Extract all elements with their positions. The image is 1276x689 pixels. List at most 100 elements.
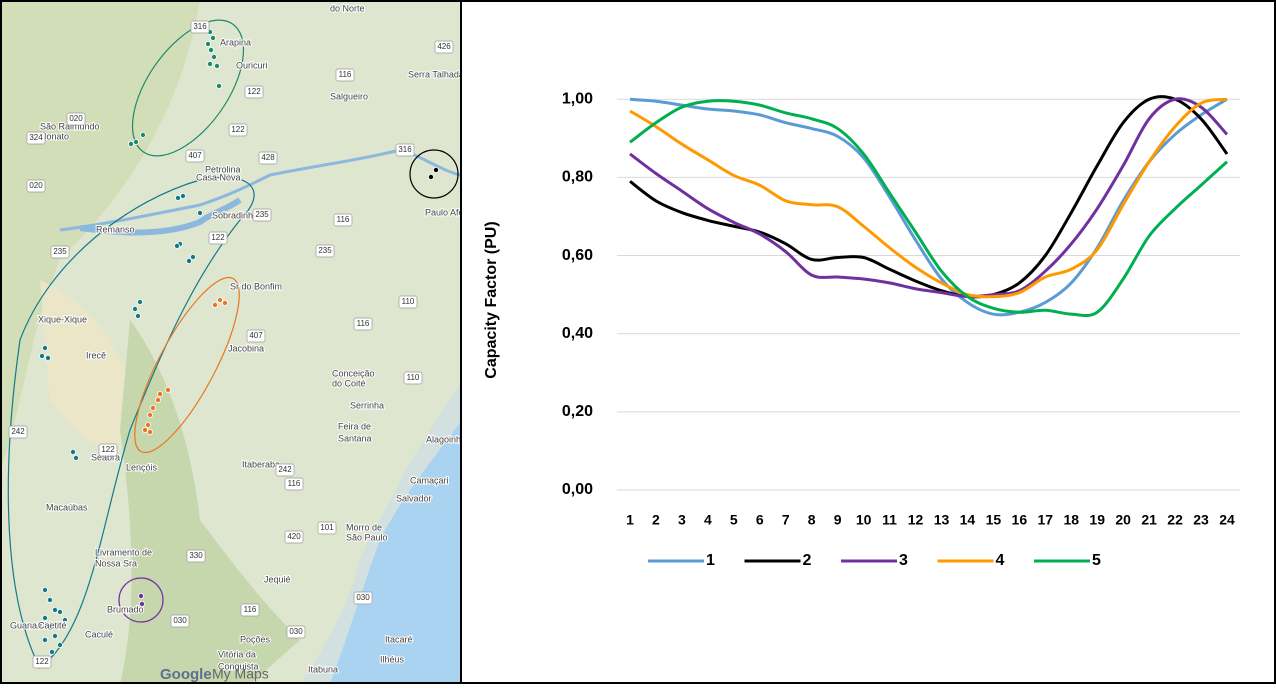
site	[432, 166, 439, 173]
map-label: Brumado	[107, 604, 144, 614]
map-label: Nossa Sra	[95, 558, 137, 568]
cluster-outline	[118, 577, 164, 623]
site	[42, 587, 49, 594]
x-tick-label: 6	[756, 512, 764, 528]
x-tick-label: 2	[652, 512, 660, 528]
legend-label: 4	[996, 552, 1005, 569]
site	[213, 63, 220, 70]
map-label: Salgueiro	[330, 91, 368, 101]
road-number: 116	[357, 319, 370, 328]
road-shield	[333, 213, 353, 227]
map-label: Casa Nova	[196, 172, 241, 182]
road-number: 110	[402, 297, 415, 306]
x-tick-label: 12	[908, 512, 924, 528]
x-tick-label: 1	[626, 512, 634, 528]
road-shield	[284, 477, 304, 491]
map-lake	[79, 197, 242, 236]
site	[189, 253, 196, 260]
road-shield	[26, 179, 46, 193]
map-label: Remanso	[96, 224, 135, 234]
road-number: 122	[231, 125, 245, 134]
site	[49, 649, 56, 656]
map-label: Ouricuri	[236, 60, 268, 70]
cluster-outline	[7, 176, 255, 669]
road-shield	[317, 521, 337, 535]
site	[204, 41, 211, 48]
road-number: 030	[289, 627, 303, 636]
x-tick-label: 14	[960, 512, 976, 528]
map-label: Nonato	[40, 131, 69, 141]
road-shield	[208, 231, 228, 245]
road-shield	[190, 20, 210, 34]
site	[52, 607, 59, 614]
road-number: 235	[255, 210, 269, 219]
road-shield	[315, 244, 335, 258]
site	[134, 312, 141, 319]
road-shield	[275, 463, 295, 477]
x-tick-label: 17	[1038, 512, 1054, 528]
road-number: 020	[69, 114, 83, 123]
y-tick-label: 0,60	[562, 247, 593, 264]
road-number: 101	[320, 523, 334, 532]
road-shield	[8, 425, 28, 439]
map-label: Itabuna	[308, 664, 338, 674]
road-number: 110	[407, 373, 420, 382]
site	[132, 138, 139, 145]
map-label: do Coité	[332, 378, 366, 388]
map-label: Petrolina	[205, 164, 241, 174]
road-shield	[246, 329, 266, 343]
series-line	[629, 97, 1229, 299]
site	[427, 173, 434, 180]
road-number: 426	[437, 42, 451, 51]
x-tick-label: 21	[1141, 512, 1157, 528]
y-tick-label: 0,00	[562, 481, 593, 498]
road-number: 116	[339, 70, 352, 79]
site	[164, 386, 171, 393]
map-label: Caetité	[38, 620, 67, 630]
map-label: Jequié	[264, 574, 291, 584]
road-number: 428	[261, 153, 275, 162]
site	[149, 404, 156, 411]
site	[210, 54, 217, 61]
x-tick-label: 19	[1089, 512, 1105, 528]
road-shield	[434, 40, 454, 54]
x-tick-label: 22	[1167, 512, 1183, 528]
road-number: 316	[398, 145, 412, 154]
road-shield	[240, 603, 260, 617]
cluster-outline	[409, 149, 459, 199]
x-tick-label: 7	[782, 512, 790, 528]
cluster-outline	[134, 276, 240, 454]
road-shield	[66, 112, 86, 126]
site	[42, 637, 49, 644]
road-number: 316	[193, 22, 207, 31]
road-shield	[244, 85, 264, 99]
site	[209, 35, 216, 42]
legend-label: 1	[706, 552, 715, 569]
x-tick-label: 4	[704, 512, 712, 528]
site	[185, 257, 192, 264]
x-tick-label: 9	[834, 512, 842, 528]
x-tick-label: 24	[1219, 512, 1235, 528]
site	[146, 428, 153, 435]
y-tick-label: 1,00	[562, 90, 593, 107]
site	[211, 301, 218, 308]
site	[136, 298, 143, 305]
map-label: Conceição	[332, 368, 375, 378]
site	[173, 242, 180, 249]
map-label: Serra Talhada	[408, 69, 464, 79]
site	[139, 131, 146, 138]
map-label: Salvador	[396, 493, 432, 503]
site	[179, 192, 186, 199]
site	[127, 140, 134, 147]
site	[206, 61, 213, 68]
x-tick-label: 18	[1063, 512, 1079, 528]
y-tick-label: 0,80	[562, 169, 593, 186]
site	[221, 299, 228, 306]
map: do Norte Ouricuri Serra Talhada Salgueiro Sã…	[1, 1, 464, 683]
site	[70, 448, 77, 455]
road-shield	[286, 625, 306, 639]
map-label: Livramento de	[95, 547, 152, 557]
cluster-outline	[131, 19, 245, 157]
